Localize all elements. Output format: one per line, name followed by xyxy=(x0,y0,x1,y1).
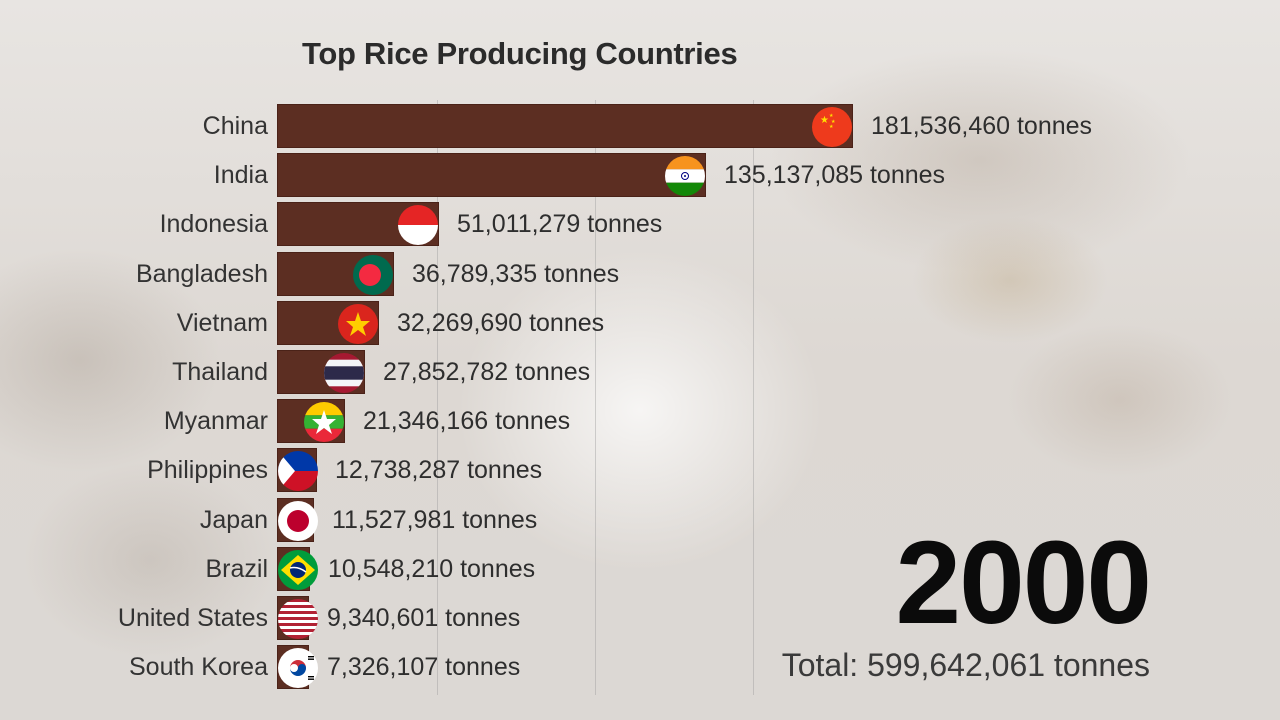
svg-text:★: ★ xyxy=(831,119,836,125)
philippines-flag-icon xyxy=(278,451,318,491)
country-label: Thailand xyxy=(172,358,268,386)
bar-row-indonesia: Indonesia 51,011,279 tonnes xyxy=(0,202,1280,246)
usa-flag-icon xyxy=(278,599,318,639)
bar-row-philippines: Philippines 12,738,287 tonnes xyxy=(0,448,1280,492)
bar-row-myanmar: Myanmar 21,346,166 tonnes xyxy=(0,399,1280,443)
bar-row-vietnam: Vietnam 32,269,690 tonnes xyxy=(0,301,1280,345)
bar xyxy=(277,498,318,542)
bar-row-united-states: United States 9,340,601 tonnes xyxy=(0,596,1280,640)
country-label: Indonesia xyxy=(159,210,268,238)
svg-text:★: ★ xyxy=(829,124,834,130)
bar xyxy=(277,153,706,197)
brazil-flag-icon xyxy=(278,550,318,590)
value-label: 21,346,166 tonnes xyxy=(363,407,571,435)
country-label: Myanmar xyxy=(163,407,268,435)
bar xyxy=(277,252,394,296)
country-label: Philippines xyxy=(147,456,268,484)
bar xyxy=(277,448,318,492)
total-label: Total: 599,642,061 tonnes xyxy=(781,647,1150,683)
value-label: 135,137,085 tonnes xyxy=(724,161,946,189)
bar-row-japan: Japan 11,527,981 tonnes xyxy=(0,498,1280,542)
country-label: India xyxy=(213,161,268,189)
svg-text:★: ★ xyxy=(829,113,834,119)
gridline-50m xyxy=(437,100,438,695)
bar xyxy=(277,399,345,443)
value-label: 32,269,690 tonnes xyxy=(397,309,605,337)
value-label: 7,326,107 tonnes xyxy=(327,653,521,681)
value-label: 10,548,210 tonnes xyxy=(328,555,536,583)
indonesia-flag-icon xyxy=(398,205,438,245)
bar xyxy=(277,350,365,394)
bar xyxy=(277,301,379,345)
bar-row-bangladesh: Bangladesh 36,789,335 tonnes xyxy=(0,252,1280,296)
svg-text:★: ★ xyxy=(820,115,829,126)
bar xyxy=(277,547,318,591)
country-label: South Korea xyxy=(129,653,268,681)
value-label: 11,527,981 tonnes xyxy=(332,506,538,534)
bar-row-thailand: Thailand 27,852,782 tonnes xyxy=(0,350,1280,394)
south-korea-flag-icon xyxy=(278,648,318,688)
chart-title: Top Rice Producing Countries xyxy=(302,36,738,71)
bar-row-india: India 135,137,085 tonnes xyxy=(0,153,1280,197)
value-label: 27,852,782 tonnes xyxy=(383,358,591,386)
value-label: 36,789,335 tonnes xyxy=(412,260,620,288)
china-flag-icon: ★ ★ ★ ★ xyxy=(812,107,852,147)
country-label: China xyxy=(202,112,268,140)
value-label: 9,340,601 tonnes xyxy=(327,604,521,632)
myanmar-flag-icon xyxy=(304,402,344,442)
bar-row-south-korea: South Korea 7,326,107 tonnes xyxy=(0,645,1280,689)
vietnam-flag-icon xyxy=(338,304,378,344)
bar-row-brazil: Brazil 10,548,210 tonnes xyxy=(0,547,1280,591)
bangladesh-flag-icon xyxy=(353,255,393,295)
value-label: 181,536,460 tonnes xyxy=(871,112,1093,140)
bar: ★ ★ ★ ★ xyxy=(277,104,853,148)
bar xyxy=(277,596,318,640)
country-label: Brazil xyxy=(205,555,268,583)
country-label: Vietnam xyxy=(176,309,268,337)
value-label: 12,738,287 tonnes xyxy=(335,456,543,484)
gridline-150m xyxy=(753,100,754,695)
country-label: Bangladesh xyxy=(135,260,268,288)
year-label: 2000 xyxy=(895,517,1152,649)
bar xyxy=(277,645,318,689)
gridline-100m xyxy=(595,100,596,695)
thailand-flag-icon xyxy=(324,353,364,393)
bar xyxy=(277,202,439,246)
value-label: 51,011,279 tonnes xyxy=(457,210,663,238)
country-label: Japan xyxy=(199,506,268,534)
india-flag-icon xyxy=(665,156,705,196)
bar-row-china: China ★ ★ ★ ★ 181,536,460 tonnes xyxy=(0,104,1280,148)
japan-flag-icon xyxy=(278,501,318,541)
country-label: United States xyxy=(117,604,268,632)
